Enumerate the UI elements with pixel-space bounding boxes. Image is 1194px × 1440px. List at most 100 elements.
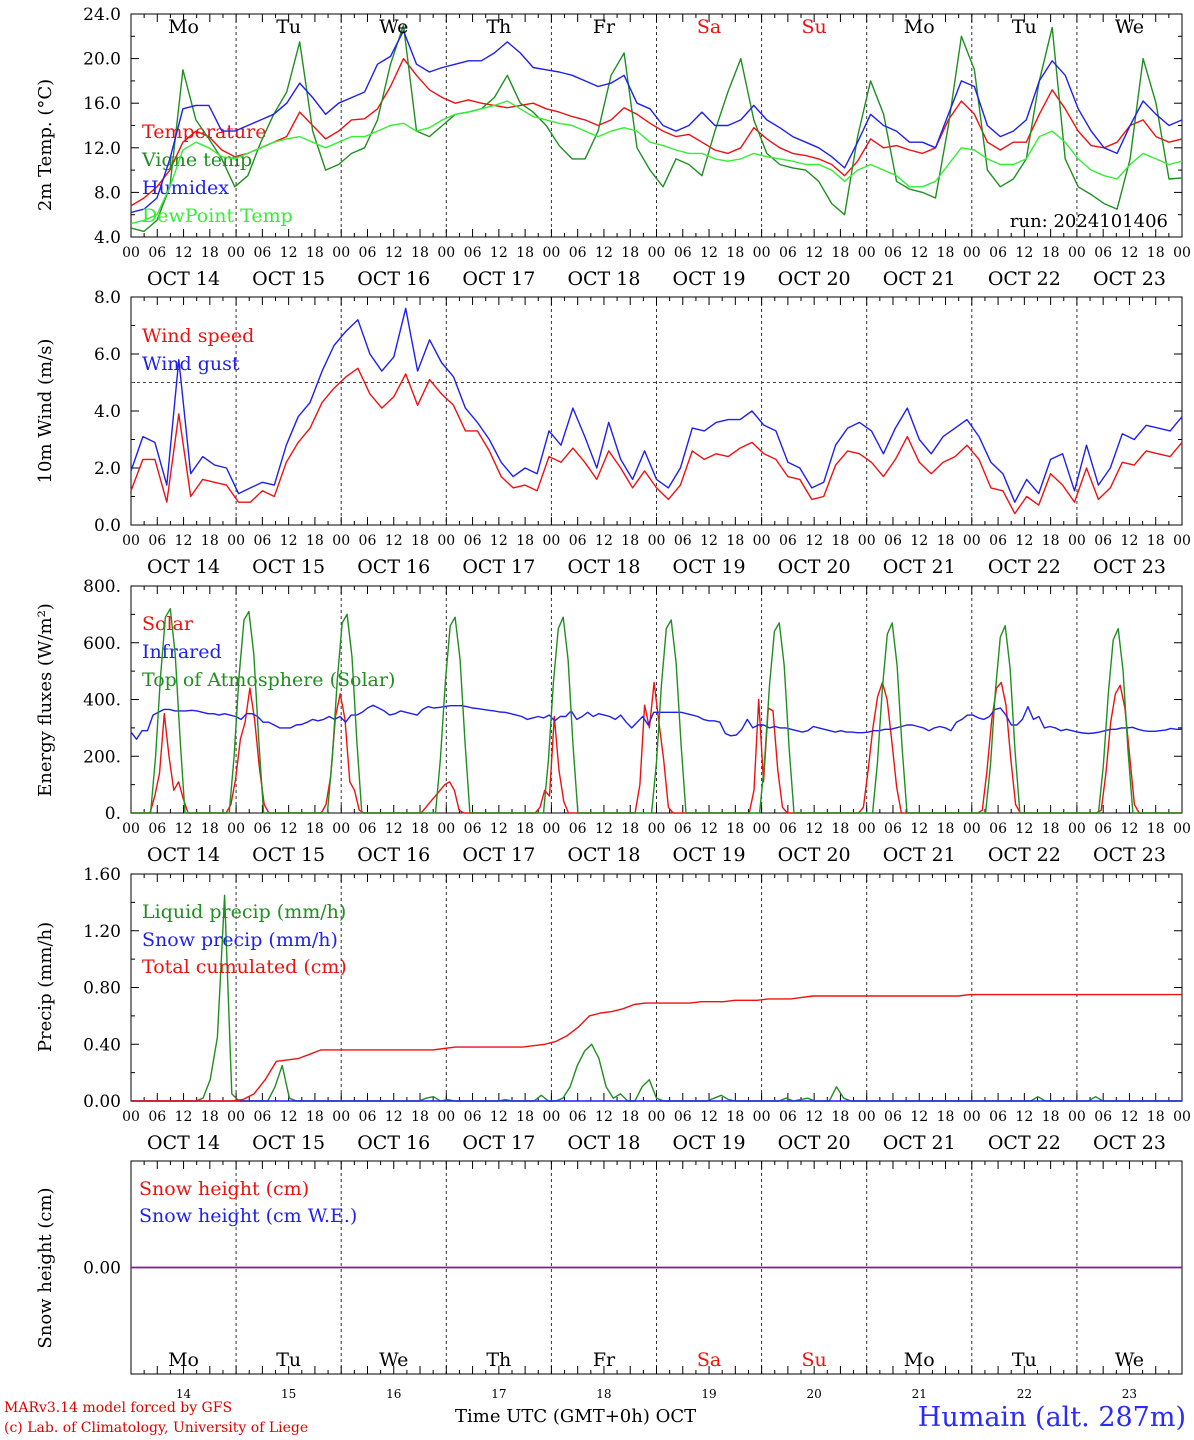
- hour-tick-label: 06: [1094, 1109, 1112, 1125]
- weekday-label: Tu: [276, 1349, 301, 1371]
- weekday-label: We: [379, 16, 408, 38]
- hour-tick-label: 18: [1147, 245, 1165, 261]
- hour-tick-label: 12: [595, 533, 613, 549]
- date-label: OCT 17: [462, 556, 535, 578]
- legend-entry: Solar: [142, 613, 194, 635]
- y-tick-label: 600.: [83, 634, 121, 654]
- hour-tick-label: 00: [227, 821, 245, 837]
- hour-tick-label: 12: [385, 1109, 403, 1125]
- day-number-label: 19: [701, 1387, 716, 1400]
- hour-tick-label: 06: [884, 821, 902, 837]
- hour-tick-label: 18: [832, 533, 850, 549]
- y-tick-label: 24.0: [83, 5, 121, 25]
- hour-tick-label: 00: [648, 245, 666, 261]
- date-label: OCT 22: [988, 268, 1061, 290]
- hour-tick-label: 18: [411, 821, 429, 837]
- hour-tick-label: 06: [989, 533, 1007, 549]
- series-line: [131, 993, 1182, 1102]
- hour-tick-label: 06: [1094, 245, 1112, 261]
- hour-tick-label: 00: [648, 821, 666, 837]
- plot-frame: [130, 13, 1183, 238]
- hour-tick-label: 12: [280, 821, 298, 837]
- hour-tick-label: 18: [201, 1109, 219, 1125]
- hour-tick-label: 06: [884, 533, 902, 549]
- hour-tick-label: 12: [700, 821, 718, 837]
- series-line: [130, 704, 1182, 740]
- weekday-label: Su: [802, 1349, 827, 1371]
- weekday-label: We: [379, 1349, 408, 1371]
- hour-tick-label: 06: [674, 821, 692, 837]
- date-label: OCT 21: [883, 844, 956, 866]
- legend-entry: Humidex: [142, 177, 229, 199]
- hour-tick-label: 06: [464, 1109, 482, 1125]
- lab-credit: (c) Lab. of Climatology, University of L…: [4, 1420, 309, 1436]
- model-credit: MARv3.14 model forced by GFS: [4, 1400, 233, 1416]
- weekday-label: Mo: [168, 16, 199, 38]
- legend-entry: Top of Atmosphere (Solar): [142, 669, 395, 691]
- hour-tick-label: 06: [674, 245, 692, 261]
- hour-tick-label: 06: [359, 245, 377, 261]
- y-tick-label: 2.0: [94, 459, 121, 479]
- hour-tick-label: 00: [1068, 1109, 1086, 1125]
- day-number-label: 16: [386, 1387, 401, 1400]
- y-tick-label: 0.00: [83, 1092, 121, 1112]
- hour-tick-label: 18: [621, 821, 639, 837]
- hour-tick-label: 18: [306, 1109, 324, 1125]
- hour-tick-label: 06: [148, 1109, 166, 1125]
- y-axis-label: 10m Wind (m/s): [35, 339, 56, 484]
- hour-tick-label: 00: [1173, 245, 1191, 261]
- weekday-label: Th: [486, 16, 511, 38]
- hour-tick-label: 00: [437, 245, 455, 261]
- hour-tick-label: 00: [1068, 533, 1086, 549]
- station-name: Humain (alt. 287m): [917, 1402, 1186, 1433]
- hour-tick-label: 00: [122, 533, 140, 549]
- date-label: OCT 21: [883, 268, 956, 290]
- y-tick-label: 400.: [83, 691, 121, 711]
- hour-tick-label: 00: [648, 1109, 666, 1125]
- hour-tick-label: 00: [963, 1109, 981, 1125]
- legend-entry: Snow precip (mm/h): [142, 929, 338, 951]
- weekday-label: Tu: [1012, 1349, 1037, 1371]
- legend-entry: Total cumulated (cm): [142, 956, 347, 978]
- y-tick-label: 16.0: [83, 94, 121, 114]
- hour-tick-label: 00: [858, 533, 876, 549]
- hour-tick-label: 18: [306, 533, 324, 549]
- hour-tick-label: 12: [805, 533, 823, 549]
- hour-tick-label: 00: [1068, 245, 1086, 261]
- hour-tick-label: 12: [1121, 245, 1139, 261]
- hour-tick-label: 12: [595, 245, 613, 261]
- hour-tick-label: 12: [805, 245, 823, 261]
- day-number-label: 14: [176, 1387, 192, 1400]
- date-label: OCT 23: [1093, 1132, 1166, 1154]
- date-label: OCT 20: [778, 1132, 851, 1154]
- date-label: OCT 22: [988, 844, 1061, 866]
- hour-tick-label: 12: [280, 533, 298, 549]
- hour-tick-label: 06: [464, 821, 482, 837]
- y-tick-label: 8.0: [94, 183, 121, 203]
- legend-entry: Infrared: [142, 641, 222, 663]
- hour-tick-label: 12: [805, 821, 823, 837]
- day-number-label: 23: [1122, 1387, 1137, 1400]
- hour-tick-label: 12: [700, 533, 718, 549]
- date-label: OCT 20: [778, 556, 851, 578]
- hour-tick-label: 12: [385, 821, 403, 837]
- hour-tick-label: 00: [753, 821, 771, 837]
- series-line: [130, 367, 1183, 515]
- hour-tick-label: 18: [201, 533, 219, 549]
- date-label: OCT 20: [778, 844, 851, 866]
- hour-tick-label: 12: [1015, 245, 1033, 261]
- hour-tick-label: 12: [1015, 821, 1033, 837]
- hour-tick-label: 18: [516, 533, 534, 549]
- date-label: OCT 15: [252, 268, 325, 290]
- series-line: [130, 307, 1183, 503]
- series-line: [130, 24, 1183, 233]
- hour-tick-label: 00: [122, 245, 140, 261]
- date-label: OCT 22: [988, 1132, 1061, 1154]
- date-label: OCT 23: [1093, 844, 1166, 866]
- hour-tick-label: 00: [1173, 1109, 1191, 1125]
- hour-tick-label: 18: [1042, 821, 1060, 837]
- hour-tick-label: 06: [253, 1109, 271, 1125]
- hour-tick-label: 12: [910, 821, 928, 837]
- y-tick-label: 0.: [105, 804, 121, 824]
- hour-tick-label: 12: [175, 245, 193, 261]
